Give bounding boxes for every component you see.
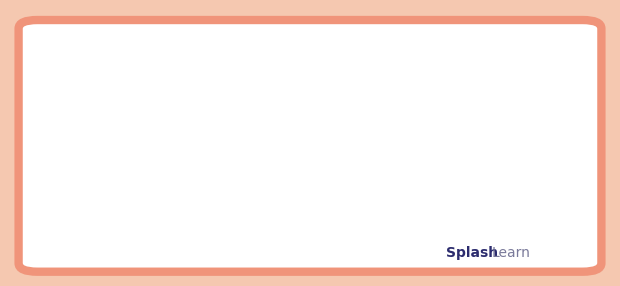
Text: 5,400: 5,400	[264, 180, 302, 193]
Text: 5,800: 5,800	[421, 180, 459, 193]
Text: 5,000: 5,000	[107, 180, 145, 193]
Ellipse shape	[259, 75, 392, 110]
Text: 5,200: 5,200	[186, 180, 224, 193]
Text: Splash: Splash	[446, 246, 498, 260]
Text: 5,600: 5,600	[343, 180, 381, 193]
Polygon shape	[310, 110, 338, 155]
Text: 5,479: 5,479	[299, 84, 352, 102]
Text: Learn: Learn	[492, 246, 531, 260]
Text: Rounds down to 5,000: Rounds down to 5,000	[146, 47, 295, 60]
Text: 6,000: 6,000	[500, 180, 538, 193]
